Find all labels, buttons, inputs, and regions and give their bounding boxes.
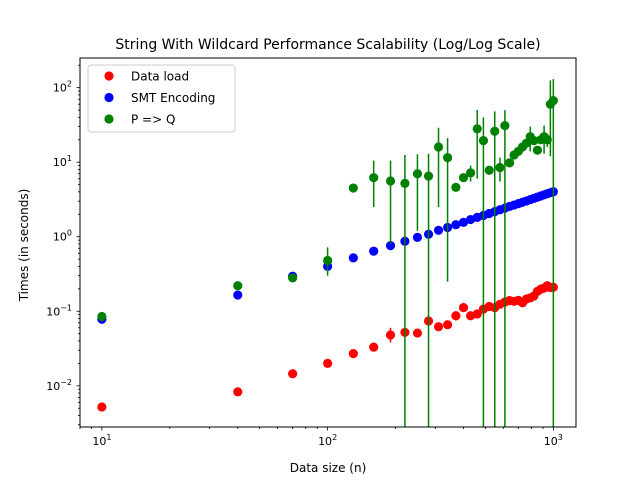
x-axis-label: Data size (n) (290, 461, 367, 475)
data-point (466, 168, 476, 178)
series-2 (97, 79, 558, 427)
data-point (348, 253, 358, 263)
legend-marker (104, 71, 114, 81)
data-point (233, 387, 243, 397)
data-marks (97, 79, 558, 427)
y-tick-exponent: 0 (67, 229, 72, 238)
data-point (548, 96, 558, 106)
data-point (97, 402, 107, 412)
legend-label: P => Q (131, 113, 175, 127)
y-tick-exponent: 1 (67, 154, 72, 163)
y-tick-label: 101 (53, 154, 72, 169)
legend-marker (104, 92, 114, 103)
data-point (288, 369, 298, 379)
legend-box (87, 64, 236, 133)
data-point (458, 217, 469, 227)
data-point (458, 302, 469, 313)
y-tick-exponent: 2 (67, 80, 72, 89)
y-tick-base: 10 (46, 380, 60, 393)
data-point (369, 342, 379, 352)
plot-area (97, 79, 558, 427)
data-point (385, 241, 396, 251)
data-point (495, 162, 505, 173)
data-point (369, 246, 379, 256)
x-tick-label: 101 (92, 433, 111, 448)
data-point (412, 232, 423, 242)
x-tick-base: 10 (544, 435, 558, 448)
data-point (451, 182, 461, 192)
legend-label: Data load (131, 70, 189, 84)
legend: Data load SMT Encoding P => Q (87, 64, 236, 133)
data-point (369, 173, 379, 183)
data-point (233, 281, 243, 291)
legend-marker (104, 114, 114, 124)
data-point (529, 135, 539, 146)
data-point (542, 135, 552, 145)
data-point (385, 176, 396, 186)
y-tick-label: 10−2 (46, 378, 72, 393)
data-point (400, 178, 410, 188)
data-point (532, 145, 543, 155)
data-point (323, 358, 333, 368)
data-point (442, 320, 453, 330)
data-point (412, 328, 423, 338)
y-axis-label: Times (in seconds) (17, 189, 31, 303)
data-point (500, 120, 510, 131)
data-point (458, 173, 469, 183)
data-point (442, 153, 453, 163)
data-point (412, 169, 423, 179)
y-tick-label: 10−1 (46, 303, 72, 318)
x-tick-label: 102 (318, 433, 337, 448)
data-point (233, 290, 243, 300)
data-point (348, 349, 358, 359)
x-tick-label: 103 (544, 433, 563, 448)
data-point (423, 171, 434, 181)
x-tick-exponent: 1 (106, 433, 111, 442)
data-point (472, 309, 482, 319)
x-tick-exponent: 3 (558, 433, 563, 442)
y-tick-base: 10 (53, 82, 67, 95)
data-point (472, 124, 482, 134)
y-tick-base: 10 (53, 231, 67, 244)
x-tick-base: 10 (318, 435, 332, 448)
legend-label: SMT Encoding (131, 91, 215, 105)
data-point (504, 158, 515, 168)
data-point (288, 273, 298, 283)
y-tick-exponent: −1 (60, 303, 72, 312)
series-1 (97, 187, 558, 324)
data-point (323, 255, 333, 266)
y-tick-base: 10 (53, 156, 67, 169)
data-point (433, 225, 444, 235)
x-tick-base: 10 (92, 435, 106, 448)
data-point (478, 135, 489, 146)
data-point (451, 220, 461, 230)
data-point (97, 311, 107, 322)
y-tick-base: 10 (46, 305, 60, 318)
chart-title: String With Wildcard Performance Scalabi… (115, 37, 540, 53)
y-tick-exponent: −2 (60, 378, 72, 387)
y-tick-label: 100 (53, 229, 72, 244)
x-tick-exponent: 2 (332, 433, 337, 442)
data-point (451, 311, 461, 321)
data-point (385, 330, 396, 340)
data-point (490, 126, 500, 136)
data-point (433, 142, 444, 152)
data-point (348, 183, 358, 193)
y-tick-label: 102 (53, 80, 72, 95)
series-0 (97, 281, 558, 412)
data-point (484, 165, 494, 175)
data-point (433, 322, 444, 332)
